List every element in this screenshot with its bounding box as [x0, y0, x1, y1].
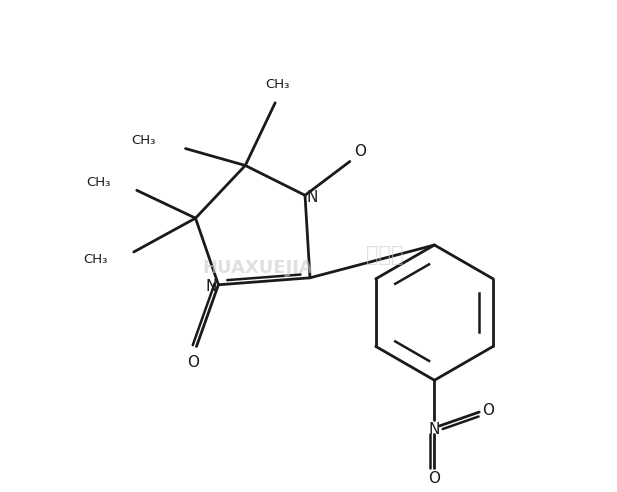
- Text: O: O: [188, 355, 199, 370]
- Text: CH₃: CH₃: [83, 253, 108, 267]
- Text: N: N: [205, 279, 217, 294]
- Text: CH₃: CH₃: [131, 134, 155, 147]
- Text: CH₃: CH₃: [265, 78, 289, 92]
- Text: 化学加: 化学加: [366, 245, 404, 265]
- Text: O: O: [482, 402, 494, 418]
- Text: O: O: [354, 144, 366, 159]
- Text: N: N: [429, 423, 440, 437]
- Text: O: O: [428, 471, 441, 486]
- Text: HUAXUEJIA: HUAXUEJIA: [203, 259, 313, 277]
- Text: N: N: [306, 190, 318, 205]
- Text: CH₃: CH₃: [86, 176, 111, 189]
